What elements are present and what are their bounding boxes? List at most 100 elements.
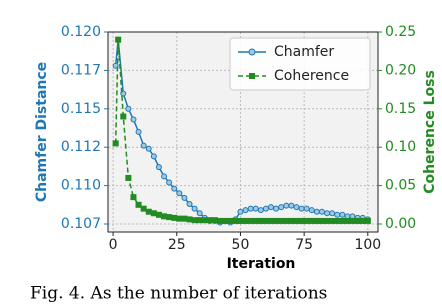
marker <box>329 217 336 224</box>
marker <box>181 215 188 222</box>
marker <box>334 217 341 224</box>
marker <box>191 217 198 224</box>
marker <box>206 217 213 224</box>
marker <box>201 217 208 224</box>
y2-tick-label: 0.25 <box>385 24 416 40</box>
marker <box>242 217 249 224</box>
marker <box>176 215 183 222</box>
marker <box>298 217 305 224</box>
marker <box>324 217 331 224</box>
x-tick-label: 75 <box>295 237 313 253</box>
marker <box>268 217 275 224</box>
marker <box>171 185 178 192</box>
x-tick-label: 25 <box>168 237 186 253</box>
marker <box>262 205 269 212</box>
marker <box>303 217 310 224</box>
marker <box>293 217 300 224</box>
legend-label: Chamfer <box>274 44 334 60</box>
marker <box>298 205 305 212</box>
marker <box>313 208 320 215</box>
marker <box>166 214 173 221</box>
marker <box>324 210 331 217</box>
marker <box>145 208 152 215</box>
marker <box>130 116 137 123</box>
y-tick-label: 0.110 <box>61 178 101 194</box>
marker <box>145 145 152 152</box>
marker <box>196 217 203 224</box>
marker <box>242 207 249 214</box>
y2-tick-label: 0.15 <box>385 101 416 117</box>
marker <box>349 217 356 224</box>
marker <box>318 217 325 224</box>
marker <box>329 210 336 217</box>
marker <box>257 217 264 224</box>
marker <box>354 217 361 224</box>
marker <box>308 217 315 224</box>
plot-frame <box>107 31 379 233</box>
marker <box>176 190 183 197</box>
y2-tick-label: 0.05 <box>385 178 416 194</box>
marker <box>191 205 198 212</box>
marker <box>252 217 259 224</box>
marker <box>247 205 254 212</box>
marker <box>130 194 137 201</box>
marker <box>181 194 188 201</box>
marker <box>140 205 147 212</box>
marker <box>359 217 366 224</box>
marker <box>125 174 132 181</box>
y-tick-label: 0.120 <box>61 24 101 40</box>
marker <box>288 217 295 224</box>
marker <box>222 217 229 224</box>
y-tick-label: 0.112 <box>61 139 101 155</box>
marker <box>217 217 224 224</box>
marker <box>308 207 315 214</box>
marker <box>344 217 351 224</box>
marker <box>135 128 142 135</box>
marker <box>140 142 147 149</box>
marker <box>112 140 119 147</box>
marker <box>278 217 285 224</box>
marker <box>283 217 290 224</box>
marker <box>186 216 193 223</box>
y2-axis-label: Coherence Loss <box>422 70 438 194</box>
marker <box>161 213 168 220</box>
marker <box>283 202 290 209</box>
marker <box>186 201 193 208</box>
marker <box>364 217 371 224</box>
x-tick-label: 0 <box>109 237 118 253</box>
y-tick-label: 0.117 <box>61 62 101 78</box>
marker <box>313 217 320 224</box>
marker <box>247 217 254 224</box>
legend-box <box>229 37 371 91</box>
marker <box>262 217 269 224</box>
marker <box>257 207 264 214</box>
marker <box>339 217 346 224</box>
legend-marker <box>249 73 255 79</box>
marker <box>171 214 178 221</box>
marker <box>150 153 157 160</box>
marker <box>155 164 162 171</box>
legend-marker <box>248 48 256 56</box>
y2-tick-label: 0.10 <box>385 139 416 155</box>
marker <box>288 202 295 209</box>
marker <box>318 208 325 215</box>
marker <box>150 210 157 217</box>
y-tick-label: 0.115 <box>61 101 101 117</box>
marker <box>278 204 285 211</box>
marker <box>252 205 259 212</box>
y2-tick-label: 0.20 <box>385 62 416 78</box>
marker <box>273 205 280 212</box>
marker <box>268 204 275 211</box>
y2-tick-label: 0.00 <box>385 216 416 232</box>
marker <box>115 36 122 43</box>
marker <box>161 173 168 180</box>
marker <box>273 217 280 224</box>
marker <box>125 105 132 112</box>
x-tick-label: 100 <box>354 237 381 253</box>
marker <box>293 204 300 211</box>
marker <box>339 211 346 218</box>
marker <box>211 217 218 224</box>
marker <box>120 113 127 120</box>
caption: Fig. 4. As the number of iterations <box>30 284 327 304</box>
